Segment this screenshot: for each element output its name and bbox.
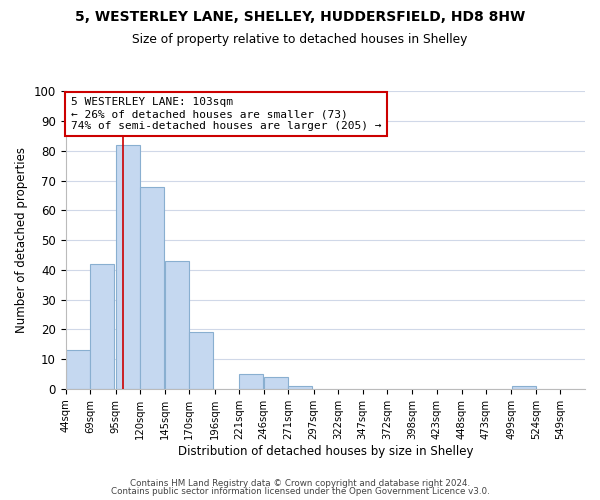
- Bar: [116, 145, 140, 389]
- Bar: [289, 386, 312, 389]
- Text: 5 WESTERLEY LANE: 103sqm
← 26% of detached houses are smaller (73)
74% of semi-d: 5 WESTERLEY LANE: 103sqm ← 26% of detach…: [71, 98, 381, 130]
- Y-axis label: Number of detached properties: Number of detached properties: [15, 147, 28, 333]
- Bar: [91, 264, 114, 389]
- Bar: [264, 377, 287, 389]
- Bar: [66, 350, 89, 389]
- Bar: [140, 186, 164, 389]
- Text: Contains public sector information licensed under the Open Government Licence v3: Contains public sector information licen…: [110, 487, 490, 496]
- Bar: [190, 332, 213, 389]
- Text: Size of property relative to detached houses in Shelley: Size of property relative to detached ho…: [133, 32, 467, 46]
- Text: Contains HM Land Registry data © Crown copyright and database right 2024.: Contains HM Land Registry data © Crown c…: [130, 478, 470, 488]
- Bar: [239, 374, 263, 389]
- Bar: [165, 261, 188, 389]
- Text: 5, WESTERLEY LANE, SHELLEY, HUDDERSFIELD, HD8 8HW: 5, WESTERLEY LANE, SHELLEY, HUDDERSFIELD…: [75, 10, 525, 24]
- Bar: [512, 386, 536, 389]
- X-axis label: Distribution of detached houses by size in Shelley: Distribution of detached houses by size …: [178, 444, 473, 458]
